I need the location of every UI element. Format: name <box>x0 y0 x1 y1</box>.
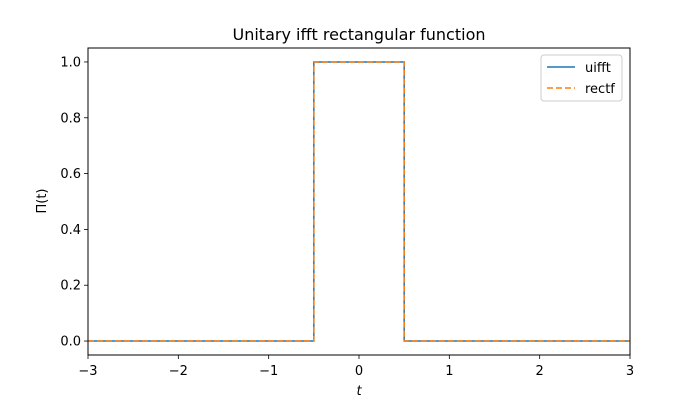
y-tick-label: 1.0 <box>60 55 81 70</box>
chart-title: Unitary ifft rectangular function <box>233 25 486 44</box>
x-tick-label: 2 <box>536 364 544 379</box>
x-axis: −3 −2 −1 0 1 2 3 <box>78 355 634 379</box>
y-axis-label: Π(t) <box>35 188 50 213</box>
legend: uifft rectf <box>540 54 623 102</box>
legend-label-rectf: rectf <box>585 82 615 97</box>
y-tick-label: 0.4 <box>60 223 81 238</box>
x-tick-label: −1 <box>259 364 278 379</box>
y-tick-label: 0.6 <box>60 167 81 182</box>
y-axis: 0.0 0.2 0.4 0.6 0.8 1.0 <box>60 55 88 350</box>
legend-label-uifft: uifft <box>585 61 611 76</box>
series-line-rectf <box>88 61 630 342</box>
x-tick-label: −2 <box>169 364 188 379</box>
x-axis-label: t <box>356 384 362 399</box>
x-tick-label: 0 <box>355 364 363 379</box>
plot-area <box>88 61 630 342</box>
x-tick-label: 1 <box>445 364 453 379</box>
y-tick-label: 0.0 <box>60 335 81 350</box>
y-tick-label: 0.2 <box>60 279 81 294</box>
x-tick-label: −3 <box>78 364 97 379</box>
x-tick-label: 3 <box>626 364 634 379</box>
y-tick-label: 0.8 <box>60 111 81 126</box>
